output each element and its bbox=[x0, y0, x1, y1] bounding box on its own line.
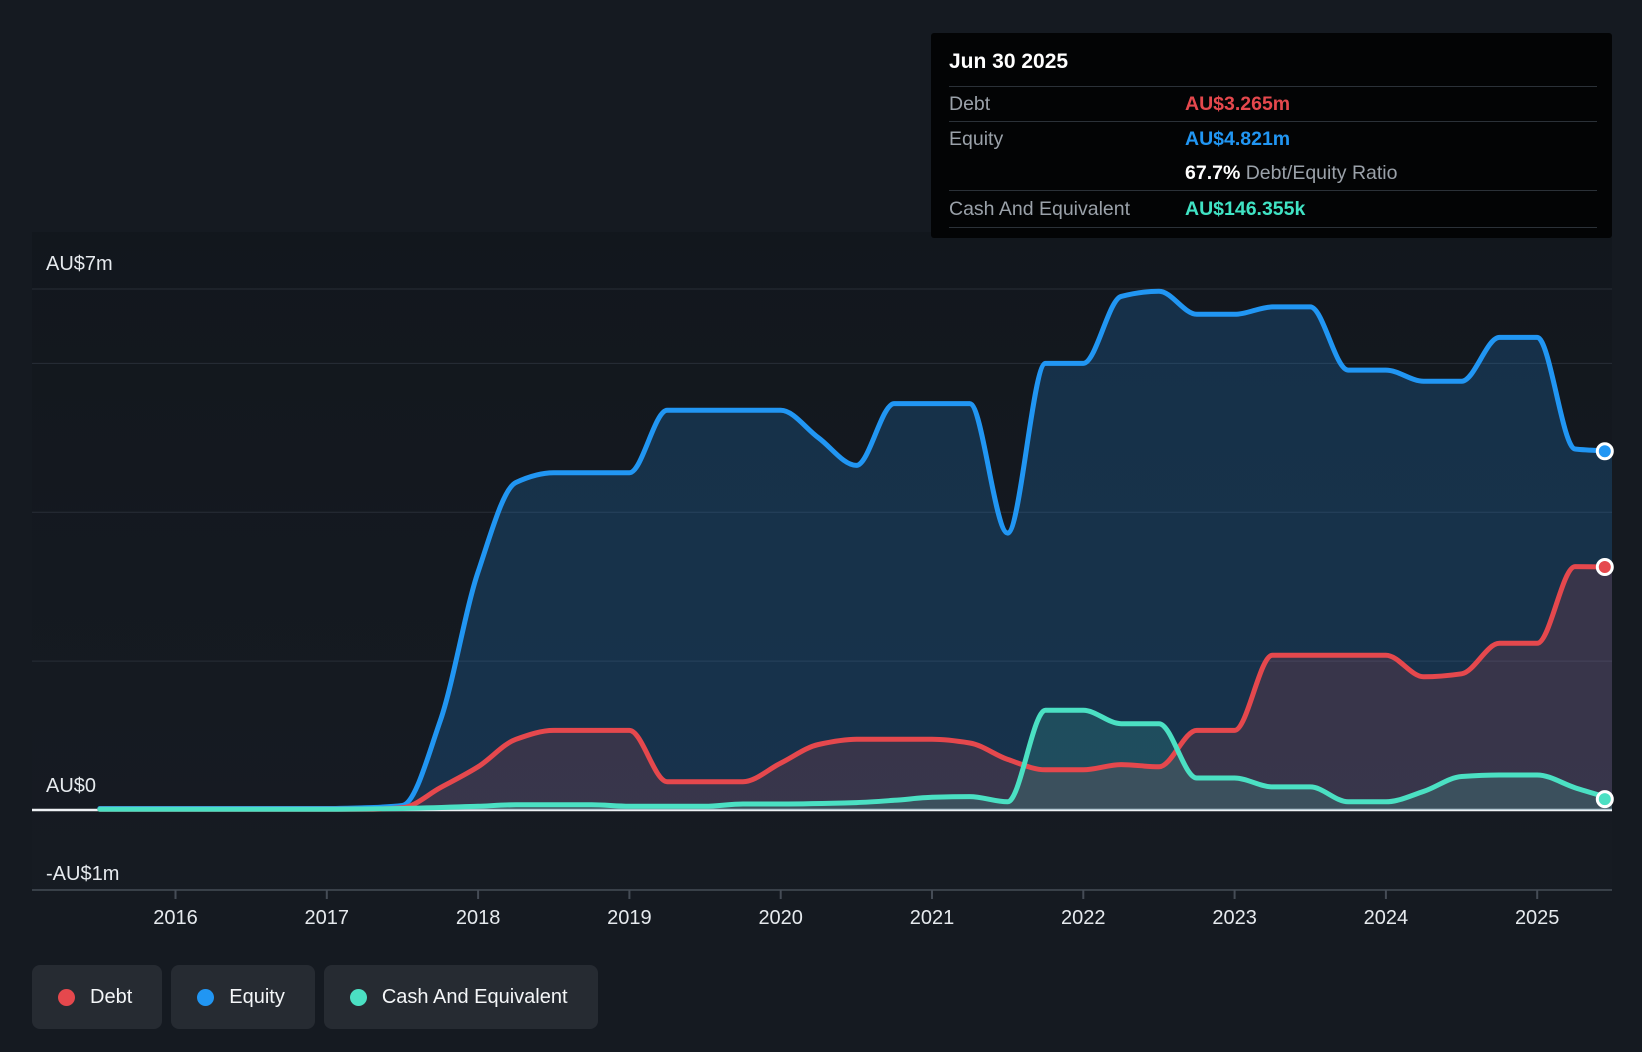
tooltip-row-debt: Debt AU$3.265m bbox=[931, 87, 1612, 121]
legend-cash-label: Cash And Equivalent bbox=[381, 985, 568, 1008]
legend-equity-label: Equity bbox=[229, 985, 285, 1008]
equity-endpoint-dot bbox=[1595, 442, 1614, 461]
tooltip-cash-value: AU$146.355k bbox=[1185, 197, 1306, 220]
cash-and-equivalent-area bbox=[99, 710, 1612, 810]
tooltip-ratio-label: Debt/Equity Ratio bbox=[1245, 161, 1398, 184]
y-axis-label-top: AU$7m bbox=[46, 253, 113, 275]
tooltip-debt-value: AU$3.265m bbox=[1185, 92, 1291, 115]
x-axis-label-2025: 2025 bbox=[1515, 907, 1560, 929]
cash-series-dot-icon bbox=[349, 988, 367, 1006]
y-axis-label-zero: AU$0 bbox=[46, 775, 96, 797]
x-axis-label-2018: 2018 bbox=[456, 907, 501, 929]
tooltip-equity-label: Equity bbox=[949, 127, 1004, 150]
tooltip-row-cash: Cash And Equivalent AU$146.355k bbox=[931, 191, 1612, 227]
x-axis-label-2021: 2021 bbox=[910, 907, 955, 929]
legend-debt-label: Debt bbox=[90, 985, 133, 1008]
debt-endpoint-dot bbox=[1595, 558, 1614, 576]
debt-series-dot-icon bbox=[58, 988, 75, 1006]
tooltip-row-equity: Equity AU$4.821m bbox=[931, 122, 1612, 156]
cash-and-equivalent-line bbox=[97, 707, 1612, 812]
legend-chip-debt[interactable]: Debt bbox=[32, 965, 163, 1029]
x-axis-label-2022: 2022 bbox=[1061, 907, 1106, 929]
x-axis-label-2017: 2017 bbox=[305, 907, 350, 929]
legend-chip-cash[interactable]: Cash And Equivalent bbox=[323, 965, 598, 1029]
x-axis-label-2023: 2023 bbox=[1212, 907, 1257, 929]
tooltip-separator bbox=[949, 86, 1597, 87]
chart-legend: Debt Equity Cash And Equivalent bbox=[32, 965, 598, 1029]
x-axis-label-2024: 2024 bbox=[1364, 907, 1409, 929]
equity-line bbox=[97, 288, 1612, 812]
debt-line bbox=[97, 564, 1612, 812]
debt-area bbox=[99, 566, 1612, 810]
tooltip-row-ratio: 67.7% Debt/Equity Ratio bbox=[931, 156, 1612, 190]
tooltip-debt-label: Debt bbox=[949, 92, 991, 115]
tooltip-ratio-value: 67.7% bbox=[1185, 161, 1241, 184]
tooltip-separator bbox=[949, 121, 1597, 122]
equity-area bbox=[99, 291, 1612, 810]
legend-chip-equity[interactable]: Equity bbox=[171, 965, 315, 1029]
x-axis-label-2016: 2016 bbox=[153, 907, 198, 929]
tooltip-equity-value: AU$4.821m bbox=[1185, 127, 1291, 150]
equity-series-dot-icon bbox=[197, 988, 215, 1006]
tooltip-cash-label: Cash And Equivalent bbox=[949, 197, 1131, 220]
chart-tooltip: Jun 30 2025 Debt AU$3.265m Equity AU$4.8… bbox=[931, 33, 1612, 238]
plot-background bbox=[32, 232, 1612, 890]
tooltip-date: Jun 30 2025 bbox=[949, 49, 1069, 73]
y-axis-label-bottom: -AU$1m bbox=[46, 863, 119, 885]
tooltip-separator bbox=[949, 190, 1597, 191]
cash-and-equivalent-endpoint-dot bbox=[1595, 790, 1614, 809]
x-axis-label-2019: 2019 bbox=[607, 907, 652, 929]
x-axis-label-2020: 2020 bbox=[758, 907, 803, 929]
tooltip-separator bbox=[949, 227, 1597, 228]
